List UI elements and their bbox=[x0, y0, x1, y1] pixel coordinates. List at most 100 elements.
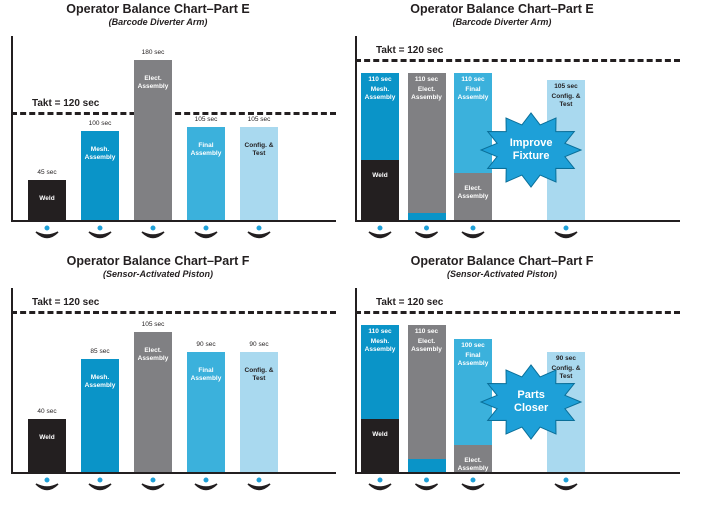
takt-line bbox=[355, 58, 680, 62]
total-label: 110 sec bbox=[414, 76, 439, 84]
operator-head bbox=[255, 476, 263, 484]
total-label: 85 sec bbox=[90, 347, 110, 355]
takt-label: Takt = 120 sec bbox=[376, 297, 444, 308]
operator-head bbox=[202, 224, 210, 232]
bar-segment bbox=[454, 445, 492, 472]
chart-panel: Operator Balance Chart–Part E (Barcode Di… bbox=[352, 0, 692, 248]
x-axis-line bbox=[11, 220, 336, 222]
takt-line bbox=[355, 310, 680, 314]
operator-head bbox=[96, 476, 104, 484]
operator-icons bbox=[35, 476, 271, 491]
operator-head bbox=[96, 224, 104, 232]
segment-label: Elect. Assembly bbox=[457, 185, 489, 201]
takt-label: Takt = 120 sec bbox=[32, 297, 100, 308]
operator-icons bbox=[368, 476, 578, 491]
chart-subtitle: (Sensor-Activated Piston) bbox=[102, 269, 214, 279]
operator-base bbox=[35, 483, 59, 491]
operator-head bbox=[43, 476, 51, 484]
operator-base bbox=[141, 231, 165, 239]
segment-label: Weld bbox=[39, 195, 55, 202]
operator-head bbox=[43, 224, 51, 232]
bar-segment bbox=[361, 73, 399, 160]
segment-label: Elect. Assembly bbox=[411, 86, 442, 102]
burst-shape bbox=[479, 364, 583, 440]
y-axis-line bbox=[355, 36, 357, 220]
operator-base bbox=[194, 483, 218, 491]
operator-head bbox=[255, 224, 263, 232]
annotation-text: Parts Closer bbox=[514, 389, 549, 414]
total-label: 90 sec bbox=[556, 355, 576, 362]
operator-base bbox=[368, 231, 392, 239]
bar-segment bbox=[240, 352, 278, 472]
x-axis-line bbox=[355, 472, 680, 474]
operator-base bbox=[88, 231, 112, 239]
takt-label: Takt = 120 sec bbox=[376, 45, 444, 56]
bar-segment bbox=[28, 418, 66, 472]
x-axis-line bbox=[11, 472, 336, 474]
operator-base bbox=[247, 231, 271, 239]
bar-segment bbox=[361, 418, 399, 472]
total-label: 110 sec bbox=[414, 328, 439, 336]
y-axis-line bbox=[11, 288, 13, 472]
y-axis-line bbox=[11, 36, 13, 220]
segment-label: Config. & Test bbox=[551, 93, 581, 108]
operator-icons bbox=[35, 224, 271, 239]
segment-label: Config. & Test bbox=[244, 141, 274, 157]
bar-segment bbox=[134, 332, 172, 472]
bar-segment bbox=[454, 338, 492, 446]
chart-title: Operator Balance Chart–Part F bbox=[66, 254, 250, 268]
operator-head bbox=[562, 224, 570, 232]
operator-base bbox=[461, 231, 485, 239]
operator-icons bbox=[368, 224, 578, 239]
total-label: 90 sec bbox=[249, 341, 269, 348]
bar-segment bbox=[187, 352, 225, 472]
segment-label: Weld bbox=[39, 433, 55, 441]
bar-segment bbox=[407, 213, 446, 220]
total-label: 105 sec bbox=[141, 321, 165, 328]
operator-base bbox=[141, 483, 165, 491]
segment-label: Mesh. Assembly bbox=[364, 86, 396, 102]
annotation-text: Improve Fixture bbox=[509, 137, 553, 162]
segment-label: Elect. Assembly bbox=[137, 347, 169, 362]
segment-label: Final Assembly bbox=[190, 367, 222, 382]
total-label: 105 sec bbox=[247, 115, 271, 123]
operator-head bbox=[423, 224, 430, 232]
total-label: 90 sec bbox=[196, 341, 216, 348]
total-label: 100 sec bbox=[88, 120, 112, 128]
operator-base bbox=[414, 483, 439, 491]
bar-segment bbox=[361, 325, 399, 419]
chart-subtitle: (Sensor-Activated Piston) bbox=[446, 269, 558, 279]
operator-head bbox=[469, 224, 477, 232]
chart-title: Operator Balance Chart–Part E bbox=[66, 2, 250, 16]
segment-label: Mesh. Assembly bbox=[364, 338, 396, 354]
total-label: 40 sec bbox=[37, 407, 57, 415]
total-label: 110 sec bbox=[368, 76, 392, 84]
takt-label: Takt = 120 sec bbox=[32, 98, 100, 110]
takt-line bbox=[11, 310, 336, 314]
total-label: 105 sec bbox=[194, 115, 218, 123]
total-label: 105 sec bbox=[554, 83, 578, 90]
operator-head bbox=[469, 476, 477, 484]
operator-head bbox=[562, 476, 570, 484]
segment-label: Final Assembly bbox=[190, 141, 222, 157]
segment-label: Final Assembly bbox=[457, 351, 489, 367]
burst-shape bbox=[479, 112, 583, 188]
bar-segment bbox=[187, 126, 225, 220]
segment-label: Final Assembly bbox=[457, 86, 489, 102]
chart-panel: Operator Balance Chart–Part F (Sensor-Act… bbox=[352, 252, 692, 500]
bar-segment bbox=[134, 60, 172, 220]
total-label: 45 sec bbox=[37, 169, 57, 176]
x-axis-line bbox=[355, 220, 680, 222]
operator-base bbox=[35, 231, 59, 239]
operator-head bbox=[423, 476, 430, 484]
operator-head bbox=[149, 224, 157, 232]
segment-label: Config. & Test bbox=[551, 365, 581, 380]
operator-head bbox=[202, 476, 210, 484]
operator-head bbox=[376, 224, 384, 232]
operator-base bbox=[554, 231, 578, 239]
takt-line bbox=[11, 111, 336, 115]
segment-label: Config. & Test bbox=[244, 367, 274, 382]
segment-label: Mesh. Assembly bbox=[84, 373, 116, 389]
segment-label: Elect. Assembly bbox=[137, 75, 169, 90]
total-label: 110 sec bbox=[368, 328, 392, 336]
